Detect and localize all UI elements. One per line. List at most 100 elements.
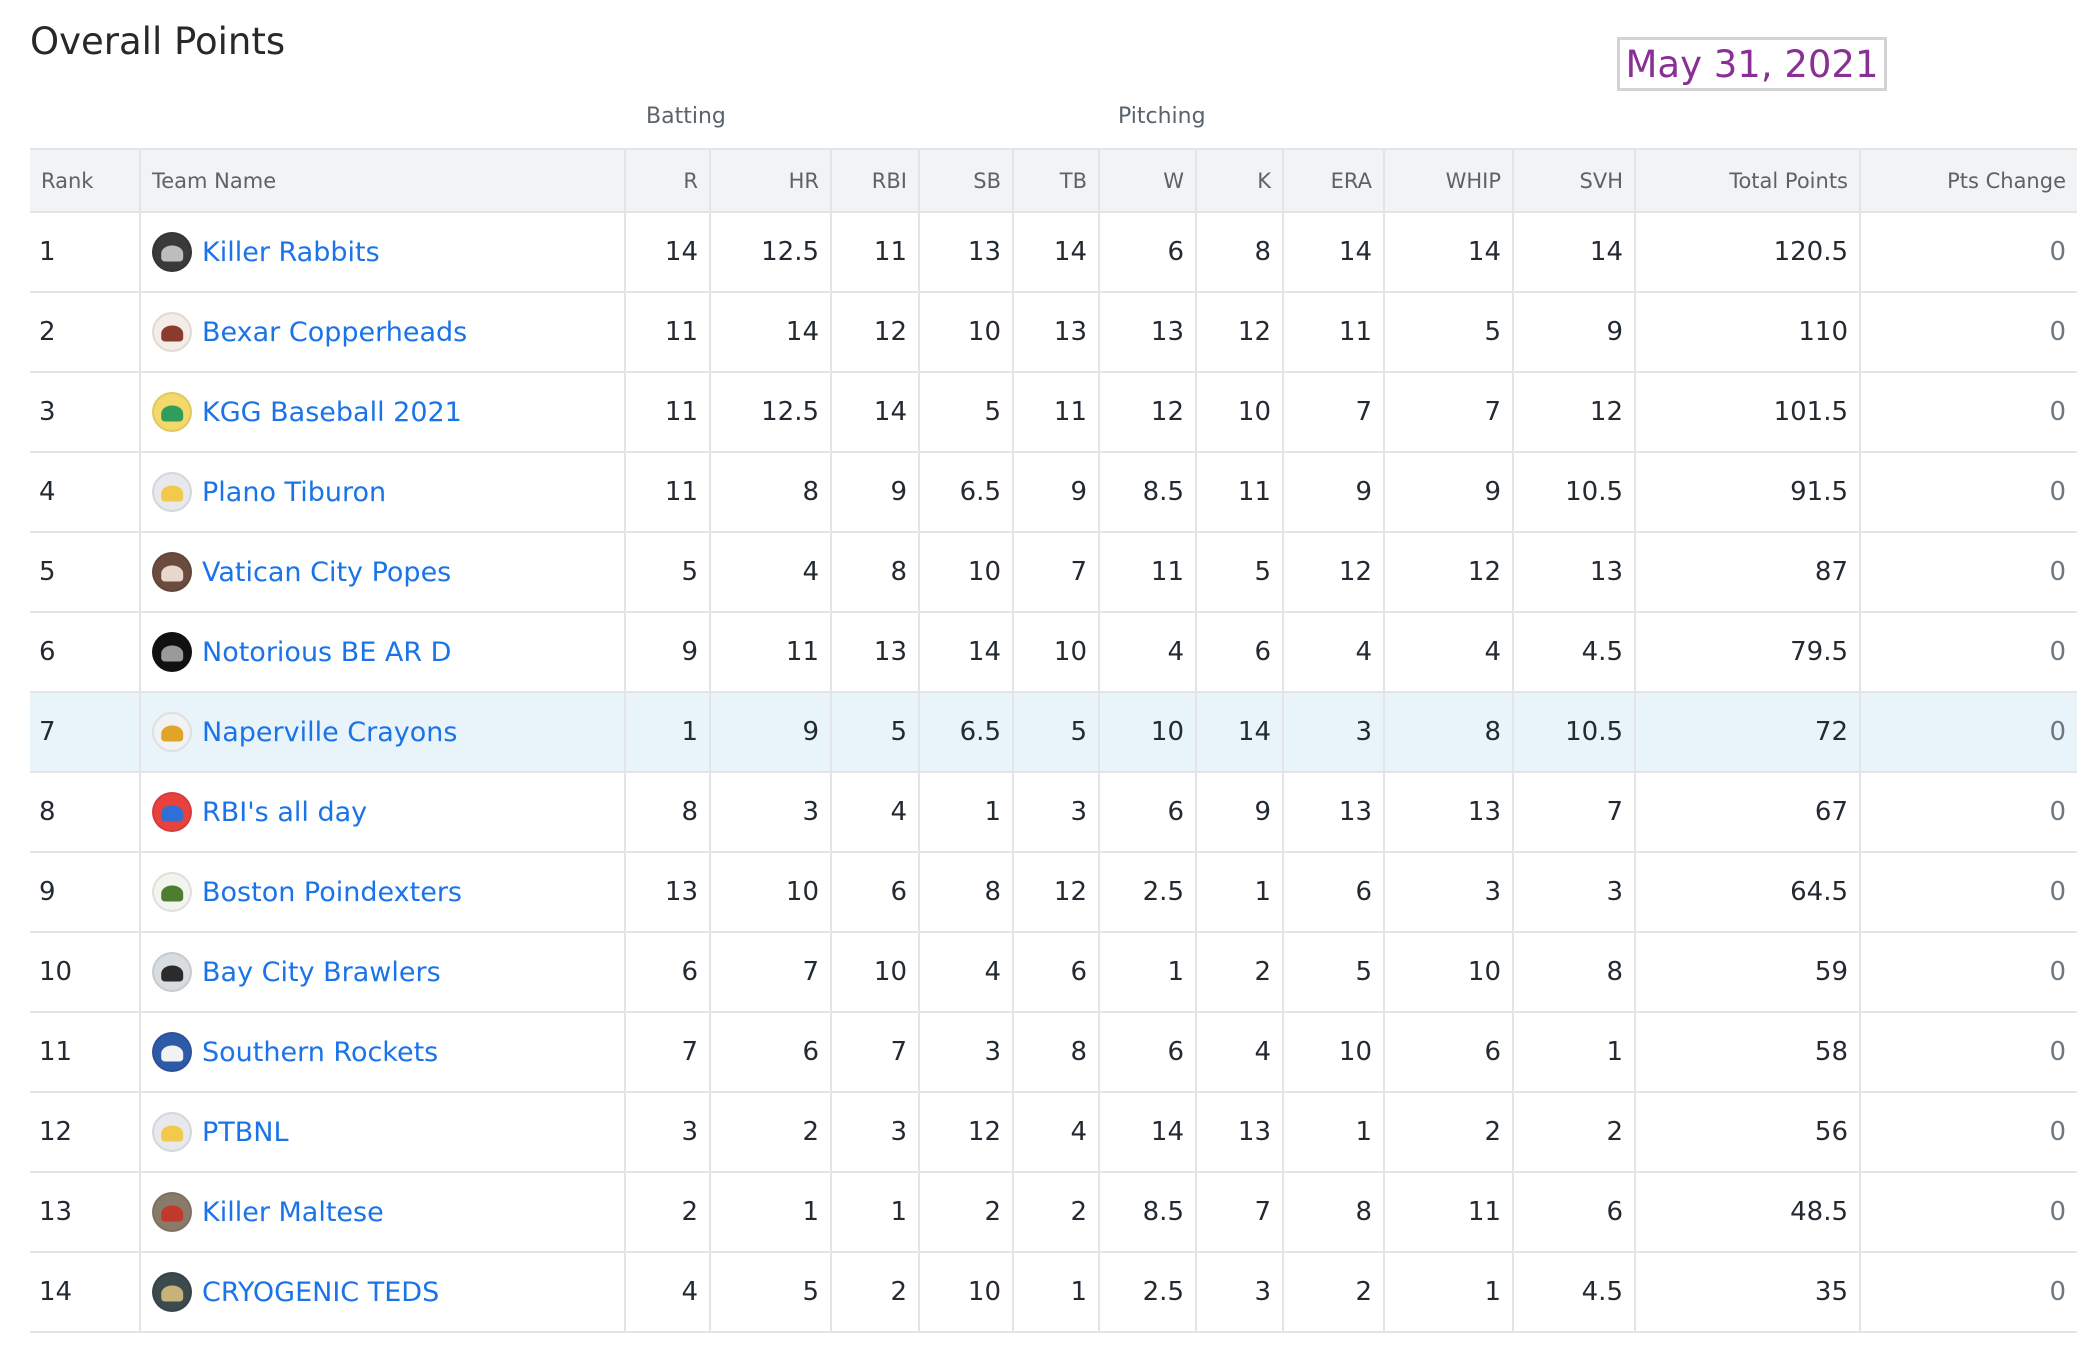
snake-logo-icon[interactable]	[152, 312, 192, 352]
column-header-pts-change[interactable]: Pts Change	[1947, 168, 2066, 193]
total-cell: 87	[1635, 532, 1861, 612]
team-name-link[interactable]: Plano Tiburon	[202, 476, 387, 508]
hr-cell: 7	[710, 932, 832, 1012]
team-name-link[interactable]: Notorious BE AR D	[202, 636, 452, 668]
hr-cell: 12.5	[710, 212, 832, 292]
k-cell: 3	[1196, 1252, 1284, 1332]
column-header-sb[interactable]: SB	[919, 149, 1014, 212]
whip-cell: 1	[1384, 1252, 1514, 1332]
column-header-k[interactable]: K	[1196, 149, 1284, 212]
change-cell: 0	[2049, 637, 2066, 667]
logo-detail	[161, 725, 183, 742]
rank-cell: 12	[30, 1092, 141, 1172]
team-name-link[interactable]: Bay City Brawlers	[202, 956, 441, 988]
team-name-wrapper: Killer Rabbits	[152, 232, 613, 272]
table-row: 10 Bay City Brawlers 6 7 10 4 6 1 2 5 10 8 59 0	[30, 932, 2077, 1012]
gold-cap-icon[interactable]	[152, 472, 192, 512]
team-name-link[interactable]: Killer Rabbits	[202, 236, 380, 268]
table-row: 8 RBI's all day 8 3 4 1 3 6 9 13 13 7 67 0	[30, 772, 2077, 852]
team-name-link[interactable]: RBI's all day	[202, 796, 368, 828]
team-name-link[interactable]: Vatican City Popes	[202, 556, 452, 588]
whip-cell: 2	[1384, 1092, 1514, 1172]
tb-cell: 2	[1013, 1172, 1100, 1252]
tb-cell: 13	[1013, 292, 1100, 372]
w-cell: 13	[1099, 292, 1197, 372]
team-name-link[interactable]: Boston Poindexters	[202, 876, 462, 908]
green-cap-icon[interactable]	[152, 392, 192, 432]
svh-cell: 10.5	[1513, 452, 1636, 532]
hr-cell: 8	[710, 452, 832, 532]
change-cell: 0	[2049, 317, 2066, 347]
tb-cell: 9	[1013, 452, 1100, 532]
table-row: 12 PTBNL 3 2 3 12 4 14 13 1 2 2 56 0	[30, 1092, 2077, 1172]
logo-detail	[161, 1205, 183, 1222]
whip-cell: 13	[1384, 772, 1514, 852]
team-name-link[interactable]: PTBNL	[202, 1116, 289, 1148]
column-header-era[interactable]: ERA	[1283, 149, 1385, 212]
team-name-link[interactable]: Killer Maltese	[202, 1196, 384, 1228]
maltese-photo-icon[interactable]	[152, 1192, 192, 1232]
r-cell: 14	[625, 212, 711, 292]
team-cell: Killer Maltese	[140, 1172, 626, 1252]
column-header-rbi[interactable]: RBI	[831, 149, 920, 212]
tb-cell: 8	[1013, 1012, 1100, 1092]
w-cell: 6	[1099, 772, 1197, 852]
column-header-total-points[interactable]: Total Points	[1635, 149, 1861, 212]
column-header-rank[interactable]: Rank	[30, 149, 141, 212]
dog-photo-icon[interactable]	[152, 952, 192, 992]
tb-cell: 11	[1013, 372, 1100, 452]
whip-cell: 9	[1384, 452, 1514, 532]
sb-cell: 10	[919, 292, 1014, 372]
team-name-link[interactable]: Naperville Crayons	[202, 716, 458, 748]
blue-cap-icon[interactable]	[152, 792, 192, 832]
pitching-group-label: Pitching	[1118, 104, 1206, 129]
r-cell: 11	[625, 452, 711, 532]
rabbit-logo-icon[interactable]	[152, 232, 192, 272]
rank-cell: 10	[30, 932, 141, 1012]
column-header-hr[interactable]: HR	[710, 149, 832, 212]
sb-cell: 1	[919, 772, 1014, 852]
k-cell: 10	[1196, 372, 1284, 452]
change-cell: 0	[2049, 1197, 2066, 1227]
total-cell: 101.5	[1635, 372, 1861, 452]
svh-cell: 8	[1513, 932, 1636, 1012]
pope-photo-icon[interactable]	[152, 552, 192, 592]
sb-cell: 13	[919, 212, 1014, 292]
cryo-jar-icon[interactable]	[152, 1272, 192, 1312]
column-header-w[interactable]: W	[1099, 149, 1197, 212]
rbi-cell: 11	[831, 212, 920, 292]
gator-logo-icon[interactable]	[152, 872, 192, 912]
bear-emblem-icon[interactable]	[152, 632, 192, 672]
team-name-link[interactable]: CRYOGENIC TEDS	[202, 1276, 440, 1308]
svh-cell: 12	[1513, 372, 1636, 452]
team-name-wrapper: Killer Maltese	[152, 1192, 613, 1232]
k-cell: 12	[1196, 292, 1284, 372]
svh-cell: 4.5	[1513, 1252, 1636, 1332]
column-header-tb[interactable]: TB	[1013, 149, 1100, 212]
gold-cap-icon[interactable]	[152, 1112, 192, 1152]
k-cell: 8	[1196, 212, 1284, 292]
table-row: 7 Naperville Crayons 1 9 5 6.5 5 10 14 3 8 10.5 72 0	[30, 692, 2077, 772]
column-header-svh[interactable]: SVH	[1513, 149, 1636, 212]
svh-cell: 10.5	[1513, 692, 1636, 772]
table-row: 11 Southern Rockets 7 6 7 3 8 6 4 10 6 1 58 0	[30, 1012, 2077, 1092]
column-header-whip[interactable]: WHIP	[1384, 149, 1514, 212]
k-cell: 7	[1196, 1172, 1284, 1252]
team-name-link[interactable]: KGG Baseball 2021	[202, 396, 462, 428]
rbi-cell: 5	[831, 692, 920, 772]
w-cell: 2.5	[1099, 1252, 1197, 1332]
sb-cell: 8	[919, 852, 1014, 932]
column-header-r[interactable]: R	[625, 149, 711, 212]
date-selector[interactable]: May 31, 2021	[1617, 37, 1887, 91]
column-header-team[interactable]: Team Name	[140, 149, 626, 212]
team-cell: Plano Tiburon	[140, 452, 626, 532]
team-name-link[interactable]: Southern Rockets	[202, 1036, 439, 1068]
team-name-link[interactable]: Bexar Copperheads	[202, 316, 468, 348]
rbi-cell: 7	[831, 1012, 920, 1092]
rocket-logo-icon[interactable]	[152, 1032, 192, 1072]
whip-cell: 7	[1384, 372, 1514, 452]
crayon-box-icon[interactable]	[152, 712, 192, 752]
era-cell: 9	[1283, 452, 1385, 532]
sb-cell: 10	[919, 1252, 1014, 1332]
rbi-cell: 6	[831, 852, 920, 932]
